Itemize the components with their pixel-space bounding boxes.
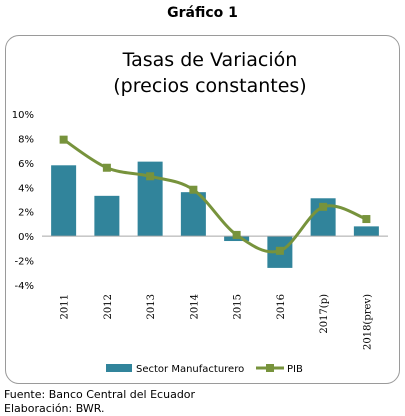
x-axis-labels: 2011 2012 2013 2014 2015 2016 2017(p) 2018(prev… bbox=[60, 294, 374, 350]
x-tick-label: 2013 bbox=[146, 294, 157, 319]
x-tick-label: 2015 bbox=[233, 294, 244, 319]
pib-point-2016 bbox=[275, 246, 284, 255]
y-tick-label: 10% bbox=[12, 110, 34, 121]
legend-swatch-pib-marker bbox=[266, 364, 274, 372]
bar-2012 bbox=[94, 195, 120, 237]
pib-point-2018(prev) bbox=[362, 215, 371, 224]
figure-title: Gráfico 1 bbox=[167, 5, 238, 21]
pib-point-2013 bbox=[146, 172, 155, 181]
legend-swatch-sector-manufacturero bbox=[106, 364, 132, 372]
bar-2011 bbox=[51, 165, 77, 237]
y-tick-label: -4% bbox=[15, 281, 34, 292]
chart-title-line-1: Tasas de Variación bbox=[122, 49, 298, 71]
pib-point-2017(p) bbox=[319, 202, 328, 211]
pib-line bbox=[62, 138, 367, 254]
x-tick-label: 2016 bbox=[276, 294, 287, 319]
y-tick-label: 4% bbox=[18, 183, 34, 194]
footer-elaboration: Elaboración: BWR. bbox=[4, 402, 105, 415]
x-tick-label: 2014 bbox=[189, 294, 200, 319]
y-axis: -4% -2% 0% 2% 4% 6% 8% 10% bbox=[12, 110, 34, 292]
x-tick-label: 2018(prev) bbox=[362, 294, 373, 350]
pib-point-2011 bbox=[59, 135, 68, 144]
legend: Sector Manufacturero PIB bbox=[106, 364, 303, 375]
legend-label-sector-manufacturero: Sector Manufacturero bbox=[136, 364, 244, 375]
y-tick-label: 2% bbox=[18, 208, 34, 219]
pib-point-2012 bbox=[102, 163, 111, 172]
chart-title-line-2: (precios constantes) bbox=[113, 75, 306, 97]
y-tick-label: 8% bbox=[18, 134, 34, 145]
x-tick-label: 2017(p) bbox=[319, 294, 330, 334]
x-tick-label: 2012 bbox=[103, 294, 114, 319]
y-tick-label: -2% bbox=[15, 257, 34, 268]
footer-source: Fuente: Banco Central del Ecuador bbox=[4, 388, 196, 401]
pib-point-2014 bbox=[189, 185, 198, 194]
legend-label-pib: PIB bbox=[287, 364, 303, 375]
line-series bbox=[59, 135, 371, 255]
x-tick-label: 2011 bbox=[60, 294, 71, 319]
y-tick-label: 0% bbox=[18, 232, 34, 243]
bar-2018(prev) bbox=[353, 226, 379, 237]
bar-series bbox=[51, 161, 379, 268]
bar-2014 bbox=[180, 192, 206, 237]
y-tick-label: 6% bbox=[18, 159, 34, 170]
pib-point-2015 bbox=[232, 230, 241, 239]
